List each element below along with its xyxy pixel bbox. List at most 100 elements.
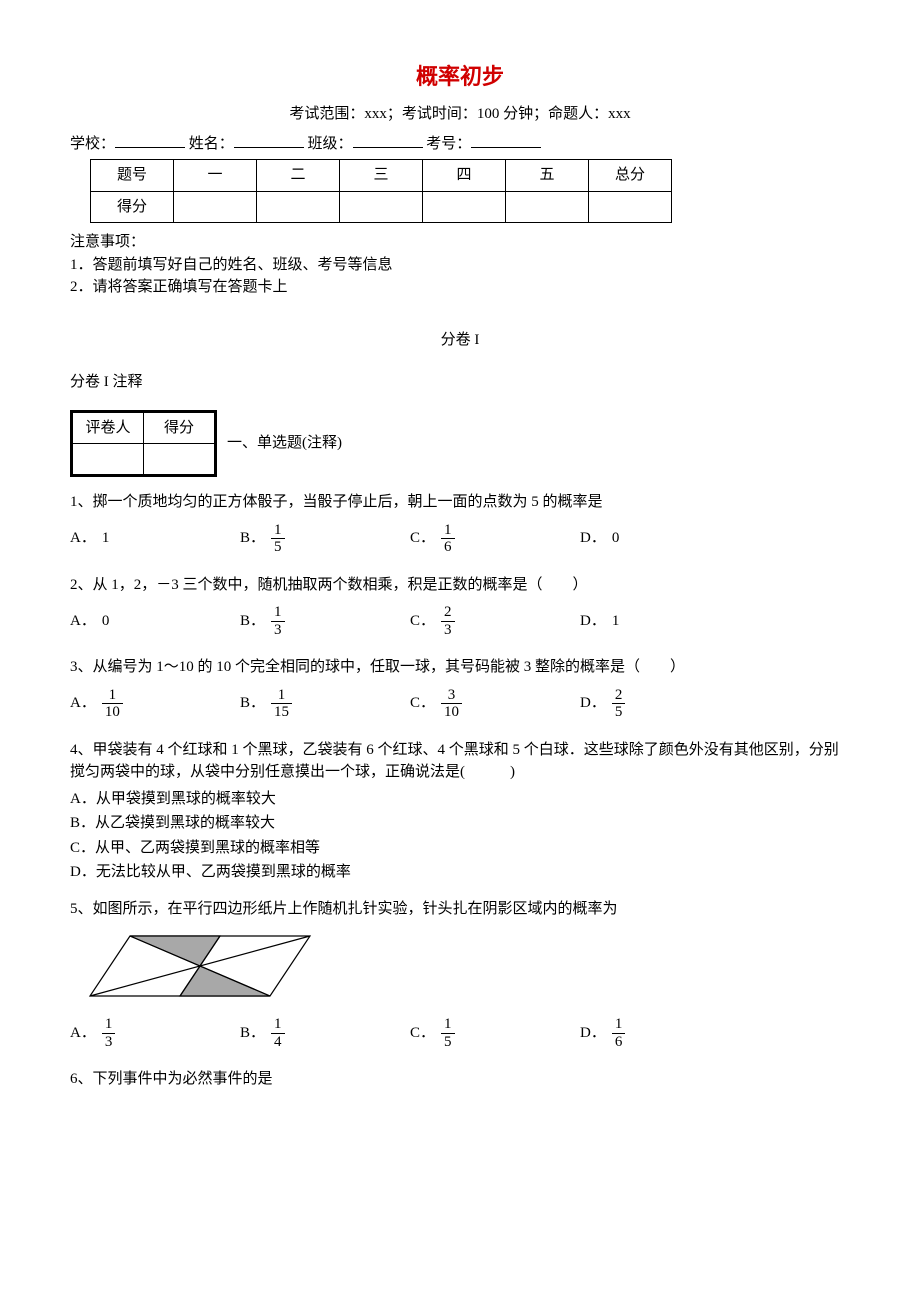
notice-header: 注意事项： (70, 231, 850, 254)
q4-opt-d[interactable]: D．无法比较从甲、乙两袋摸到黑球的概率 (70, 861, 850, 884)
school-label: 学校： (70, 136, 115, 152)
q5-b-frac: 14 (271, 1016, 285, 1050)
q2-c-label: C． (410, 610, 435, 633)
q5-a-frac: 13 (102, 1016, 116, 1050)
section-1-title: 分卷 I (70, 329, 850, 352)
section-1-note: 分卷 I 注释 (70, 371, 850, 394)
q1-d-label: D． (580, 527, 606, 550)
q3-c-label: C． (410, 692, 435, 715)
score-table: 题号 一 二 三 四 五 总分 得分 (90, 159, 672, 223)
q4-opt-c[interactable]: C．从甲、乙两袋摸到黑球的概率相等 (70, 837, 850, 860)
id-label: 考号： (426, 136, 471, 152)
q5-opt-d[interactable]: D． 16 (580, 1016, 750, 1050)
q3-b-label: B． (240, 692, 265, 715)
notice-1: 1．答题前填写好自己的姓名、班级、考号等信息 (70, 254, 850, 277)
q4-opt-b[interactable]: B．从乙袋摸到黑球的概率较大 (70, 812, 850, 835)
marker-c1: 评卷人 (73, 412, 144, 444)
q1-opt-a[interactable]: A． 1 (70, 522, 240, 556)
q5-d-label: D． (580, 1022, 606, 1045)
class-blank[interactable] (353, 132, 423, 148)
q3-opt-b[interactable]: B． 115 (240, 687, 410, 721)
q3-c-frac: 310 (441, 687, 462, 721)
q5-c-label: C． (410, 1022, 435, 1045)
id-blank[interactable] (471, 132, 541, 148)
q5-opt-a[interactable]: A． 13 (70, 1016, 240, 1050)
exam-meta: 考试范围：xxx；考试时间：100 分钟；命题人：xxx (70, 103, 850, 126)
q5-a-label: A． (70, 1022, 96, 1045)
q5-text: 5、如图所示，在平行四边形纸片上作随机扎针实验，针头扎在阴影区域内的概率为 (70, 898, 850, 921)
q4-text: 4、甲袋装有 4 个红球和 1 个黑球，乙袋装有 6 个红球、4 个黑球和 5 … (70, 739, 850, 784)
q1-a-val: 1 (102, 527, 110, 550)
score-h2: 二 (257, 160, 340, 192)
q1-c-frac: 16 (441, 522, 455, 556)
q3-opt-a[interactable]: A． 110 (70, 687, 240, 721)
q3-opt-c[interactable]: C． 310 (410, 687, 580, 721)
score-h1: 一 (174, 160, 257, 192)
score-cell-total[interactable] (589, 191, 672, 223)
marker-table: 评卷人 得分 (70, 410, 217, 478)
q5-c-frac: 15 (441, 1016, 455, 1050)
q1-b-frac: 15 (271, 522, 285, 556)
q3-text: 3、从编号为 1～10 的 10 个完全相同的球中，任取一球，其号码能被 3 整… (70, 656, 850, 679)
q3-opts: A． 110 B． 115 C． 310 D． 25 (70, 683, 850, 725)
q2-opt-b[interactable]: B． 13 (240, 604, 410, 638)
school-blank[interactable] (115, 132, 185, 148)
q2-c-frac: 23 (441, 604, 455, 638)
score-cell-1[interactable] (174, 191, 257, 223)
q5-d-frac: 16 (612, 1016, 626, 1050)
score-cell-4[interactable] (423, 191, 506, 223)
q1-opt-c[interactable]: C． 16 (410, 522, 580, 556)
q1-b-label: B． (240, 527, 265, 550)
part1-title: 一、单选题(注释) (227, 432, 342, 455)
notice-2: 2．请将答案正确填写在答题卡上 (70, 276, 850, 299)
marker-row: 评卷人 得分 一、单选题(注释) (70, 410, 850, 478)
q3-b-frac: 115 (271, 687, 292, 721)
q1-opts: A． 1 B． 15 C． 16 D． 0 (70, 518, 850, 560)
score-cell-2[interactable] (257, 191, 340, 223)
q6-text: 6、下列事件中为必然事件的是 (70, 1068, 850, 1091)
q3-opt-d[interactable]: D． 25 (580, 687, 750, 721)
marker-blank-2[interactable] (144, 444, 215, 475)
q5-opt-c[interactable]: C． 15 (410, 1016, 580, 1050)
score-cell-3[interactable] (340, 191, 423, 223)
name-blank[interactable] (234, 132, 304, 148)
q3-a-label: A． (70, 692, 96, 715)
q5-opt-b[interactable]: B． 14 (240, 1016, 410, 1050)
score-h5: 五 (506, 160, 589, 192)
q3-a-frac: 110 (102, 687, 123, 721)
marker-c2: 得分 (144, 412, 215, 444)
q2-a-label: A． (70, 610, 96, 633)
q1-d-val: 0 (612, 527, 620, 550)
score-h6: 总分 (589, 160, 672, 192)
q2-text: 2、从 1，2，－3 三个数中，随机抽取两个数相乘，积是正数的概率是（ ） (70, 574, 850, 597)
q2-d-val: 1 (612, 610, 620, 633)
q2-opt-a[interactable]: A． 0 (70, 604, 240, 638)
page-title: 概率初步 (70, 60, 850, 93)
q2-a-val: 0 (102, 610, 110, 633)
marker-blank-1[interactable] (73, 444, 144, 475)
q2-opt-c[interactable]: C． 23 (410, 604, 580, 638)
q1-opt-b[interactable]: B． 15 (240, 522, 410, 556)
q5-figure (70, 926, 330, 1006)
q2-opts: A． 0 B． 13 C． 23 D． 1 (70, 600, 850, 642)
q1-opt-d[interactable]: D． 0 (580, 522, 750, 556)
name-label: 姓名： (189, 136, 234, 152)
q3-d-frac: 25 (612, 687, 626, 721)
student-info-line: 学校： 姓名： 班级： 考号： (70, 132, 850, 156)
q4-opt-a[interactable]: A．从甲袋摸到黑球的概率较大 (70, 788, 850, 811)
q1-c-label: C． (410, 527, 435, 550)
score-cell-5[interactable] (506, 191, 589, 223)
q4-opts: A．从甲袋摸到黑球的概率较大 B．从乙袋摸到黑球的概率较大 C．从甲、乙两袋摸到… (70, 788, 850, 884)
class-label: 班级： (308, 136, 353, 152)
q5-opts: A． 13 B． 14 C． 15 D． 16 (70, 1012, 850, 1054)
q3-d-label: D． (580, 692, 606, 715)
q1-text: 1、掷一个质地均匀的正方体骰子，当骰子停止后，朝上一面的点数为 5 的概率是 (70, 491, 850, 514)
score-rowlabel: 得分 (91, 191, 174, 223)
score-h4: 四 (423, 160, 506, 192)
score-h0: 题号 (91, 160, 174, 192)
q2-opt-d[interactable]: D． 1 (580, 604, 750, 638)
q2-d-label: D． (580, 610, 606, 633)
q2-b-frac: 13 (271, 604, 285, 638)
score-h3: 三 (340, 160, 423, 192)
q5-b-label: B． (240, 1022, 265, 1045)
